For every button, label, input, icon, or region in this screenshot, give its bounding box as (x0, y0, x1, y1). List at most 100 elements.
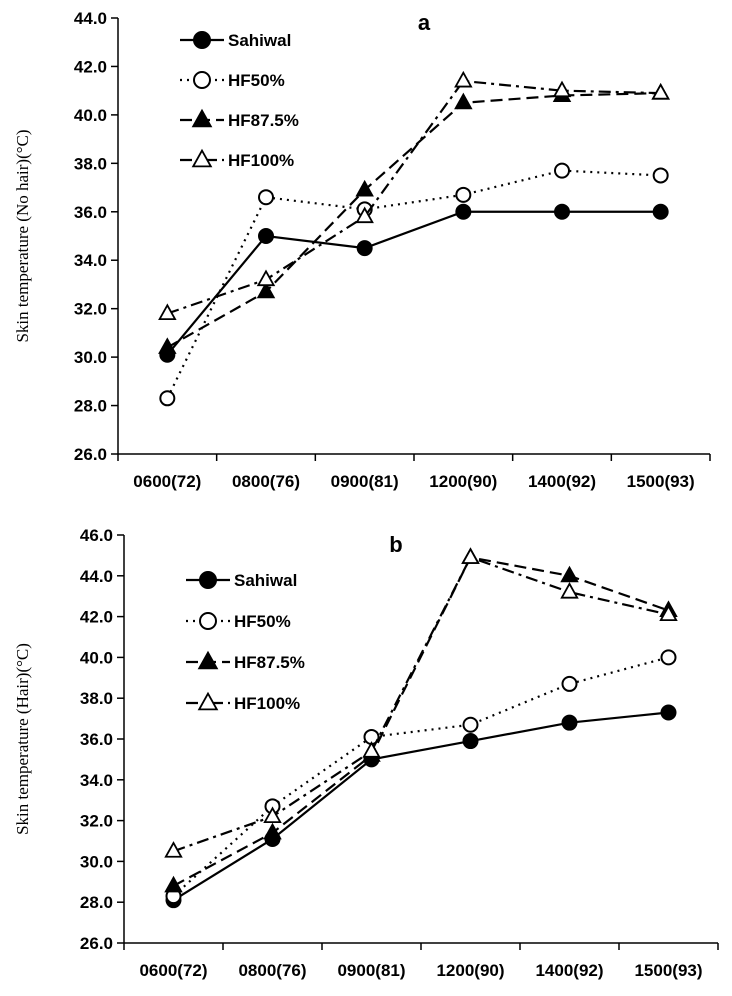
data-point (355, 206, 374, 224)
legend-marker (197, 691, 219, 711)
legend-marker (197, 650, 219, 670)
x-tick-label: 0600(72) (133, 472, 201, 491)
data-point (651, 82, 670, 100)
legend-marker (193, 71, 211, 89)
series-2 (165, 649, 677, 905)
data-point (158, 337, 177, 354)
data-point (454, 70, 473, 88)
panel-title: a (418, 10, 431, 35)
x-tick-label: 1400(92) (528, 472, 596, 491)
y-tick-label: 28.0 (74, 397, 107, 416)
data-point (356, 240, 373, 257)
series-2 (159, 162, 669, 407)
data-point (256, 269, 276, 287)
x-tick-label: 1200(90) (436, 961, 504, 980)
legend: Sahiwal HF50% HF87.5% HF100% (180, 31, 299, 170)
data-point (256, 281, 276, 299)
y-tick-label: 34.0 (74, 251, 107, 270)
y-tick-label: 40.0 (74, 106, 107, 125)
legend-label: HF50% (228, 71, 285, 90)
y-tick-label: 26.0 (80, 934, 113, 953)
y-axis-title: Skin temperature (No hair)(°C) (13, 129, 32, 342)
data-point (258, 189, 274, 206)
data-point (554, 162, 570, 179)
data-point (455, 186, 472, 203)
series-line (166, 210, 661, 356)
x-tick-label: 0600(72) (139, 961, 207, 980)
data-point (159, 390, 176, 407)
y-tick-label: 30.0 (80, 852, 113, 871)
y-tick-label: 38.0 (74, 154, 107, 173)
data-point (158, 303, 177, 320)
data-point (552, 80, 572, 98)
x-tick-label: 0800(76) (238, 961, 306, 980)
y-tick-label: 28.0 (80, 893, 113, 912)
data-point (652, 167, 669, 184)
y-tick-label: 42.0 (80, 608, 113, 627)
series-line (172, 556, 669, 887)
y-tick-label: 42.0 (74, 57, 107, 76)
y-tick-label: 38.0 (80, 689, 113, 708)
series-1 (159, 203, 669, 363)
legend-label: HF87.5% (234, 653, 305, 672)
data-point (652, 203, 669, 220)
data-point (561, 714, 578, 731)
legend-label: Sahiwal (228, 31, 291, 50)
data-point (355, 179, 374, 197)
data-point (263, 806, 282, 824)
data-point (660, 649, 677, 666)
series-line (166, 79, 661, 315)
data-point (263, 822, 282, 840)
x-tick-label: 0900(81) (331, 472, 399, 491)
chart-panel-1: 26.0 28.0 30.0 32.0 34.0 36.0 38.0 40.0 42.0 44.0… (13, 9, 711, 491)
legend-label: HF100% (228, 151, 294, 170)
legend-marker (193, 31, 211, 49)
legend-marker (199, 571, 217, 589)
y-tick-label: 36.0 (74, 203, 107, 222)
legend-marker (199, 612, 217, 630)
data-point (659, 604, 678, 622)
y-tick-label: 44.0 (80, 567, 113, 586)
y-tick-label: 30.0 (74, 348, 107, 367)
y-tick-label: 40.0 (80, 648, 113, 667)
data-point (554, 203, 570, 220)
data-point (560, 565, 579, 583)
panel-title: b (389, 532, 402, 557)
y-tick-label: 32.0 (74, 300, 107, 319)
legend-label: HF100% (234, 694, 300, 713)
series-line (166, 169, 661, 399)
x-tick-label: 0900(81) (337, 961, 405, 980)
y-tick-label: 36.0 (80, 730, 113, 749)
data-point (454, 92, 473, 110)
legend-marker (191, 108, 213, 128)
legend-label: HF50% (234, 612, 291, 631)
x-tick-label: 1500(93) (634, 961, 702, 980)
series-4 (164, 547, 678, 858)
data-point (455, 203, 472, 220)
y-tick-label: 26.0 (74, 445, 107, 464)
chart-panel-2: 26.0 28.0 30.0 32.0 34.0 36.0 38.0 40.0 42.0 44.0… (13, 526, 719, 980)
data-point (561, 675, 578, 692)
y-tick-label: 32.0 (80, 812, 113, 831)
series-line (172, 711, 669, 902)
x-tick-label: 1200(90) (429, 472, 497, 491)
data-point (560, 582, 579, 599)
data-point (462, 733, 479, 750)
series-line (173, 556, 669, 853)
y-tick-label: 34.0 (80, 771, 113, 790)
legend-label: HF87.5% (228, 111, 299, 130)
data-point (461, 547, 480, 564)
x-tick-label: 1500(93) (627, 472, 695, 491)
data-point (164, 875, 183, 893)
data-point (462, 716, 479, 733)
data-point (164, 841, 183, 858)
y-axis-title: Skin temperature (Hair)(°C) (13, 643, 32, 835)
x-tick-label: 1400(92) (535, 961, 603, 980)
y-tick-label: 44.0 (74, 9, 107, 28)
series-4 (158, 70, 670, 320)
series-line (166, 91, 661, 349)
data-point (660, 704, 677, 721)
data-point (362, 741, 381, 758)
series-1 (165, 704, 677, 909)
